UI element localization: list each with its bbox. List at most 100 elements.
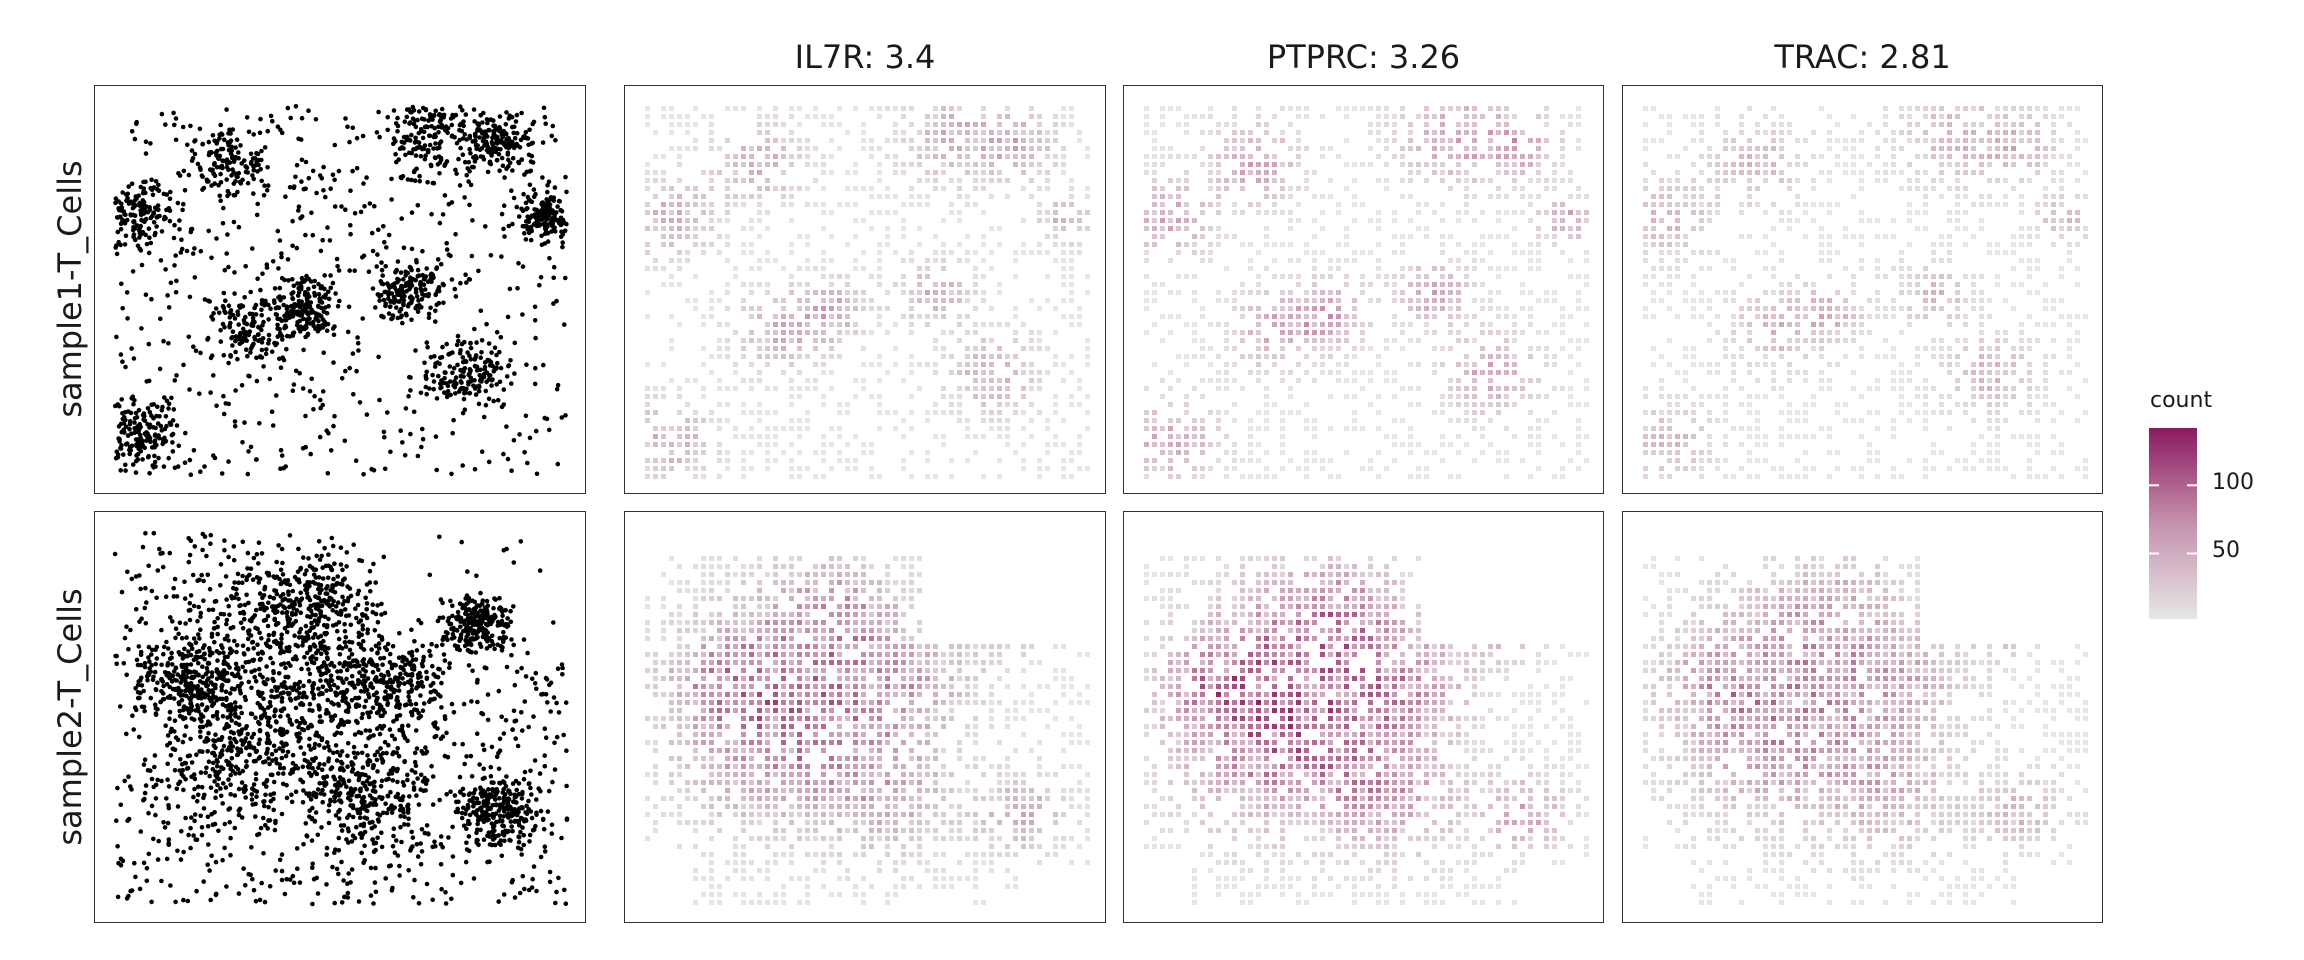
hexbin-cell xyxy=(1528,194,1533,199)
hexbin-cell xyxy=(965,250,970,255)
hexbin-cell xyxy=(1643,178,1648,183)
hexbin-cell xyxy=(1424,474,1429,479)
hexbin-cell xyxy=(1464,202,1469,207)
hexbin-cell xyxy=(829,346,834,351)
hexbin-cell xyxy=(989,306,994,311)
hexbin-cell xyxy=(861,290,866,295)
hexbin-cell xyxy=(1069,202,1074,207)
hexbin-cell xyxy=(1496,218,1501,223)
hexbin-cell xyxy=(1280,346,1285,351)
hexbin-cell xyxy=(1552,202,1557,207)
hexbin-cell xyxy=(645,122,650,127)
hexbin-cell xyxy=(1304,106,1309,111)
cell-point xyxy=(360,316,366,321)
hexbin-cell xyxy=(1512,322,1517,327)
hexbin-cell xyxy=(1979,138,1984,143)
cell-point xyxy=(467,390,472,396)
hexbin-cell xyxy=(1552,298,1557,303)
hexbin-cell xyxy=(797,450,802,455)
cell-point xyxy=(175,464,181,469)
hexbin-cell xyxy=(1264,242,1269,247)
hexbin-cell xyxy=(893,426,898,431)
hexbin-cell xyxy=(1512,146,1517,151)
cell-point xyxy=(441,115,447,120)
hexbin-cell xyxy=(1208,186,1213,191)
hexbin-cell xyxy=(885,234,890,239)
hexbin-cell xyxy=(1144,306,1149,311)
hexbin-cell xyxy=(1021,242,1026,247)
hexbin-cell xyxy=(1152,466,1157,471)
hexbin-cell xyxy=(1216,242,1221,247)
cell-point xyxy=(542,220,548,226)
hexbin-cell xyxy=(1192,234,1197,239)
cell-point xyxy=(420,249,425,254)
hexbin-cell xyxy=(685,114,690,119)
cell-point xyxy=(414,303,420,309)
cell-point xyxy=(304,273,309,279)
hexbin-cell xyxy=(981,130,986,135)
cell-point xyxy=(416,109,422,114)
cell-point xyxy=(132,416,138,421)
hexbin-cell xyxy=(1448,394,1453,399)
cell-point xyxy=(471,107,477,112)
hexbin-cell xyxy=(1144,106,1149,111)
hexbin-cell xyxy=(1432,114,1437,119)
hexbin-cell xyxy=(1528,218,1533,223)
hexbin-cell xyxy=(973,170,978,175)
cell-point xyxy=(146,434,152,439)
cell-point xyxy=(375,252,380,257)
hexbin-cell xyxy=(701,322,706,327)
hexbin-cell xyxy=(1304,402,1309,407)
hexbin-cell xyxy=(2035,162,2040,167)
legend-gradient xyxy=(2149,428,2197,619)
hexbin-cell xyxy=(2011,146,2016,151)
hexbin-cell xyxy=(813,162,818,167)
hexbin-cell xyxy=(1168,226,1173,231)
hexbin-cell xyxy=(1264,186,1269,191)
hexbin-cell xyxy=(1376,354,1381,359)
hexbin-cell xyxy=(1488,418,1493,423)
hexbin-cell xyxy=(1392,274,1397,279)
hexbin-cell xyxy=(1568,370,1573,375)
cell-point xyxy=(113,403,118,409)
hexbin-cell xyxy=(1021,386,1026,391)
hexbin-cell xyxy=(1045,450,1050,455)
hexbin-cell xyxy=(901,258,906,263)
cell-point xyxy=(282,325,287,331)
hexbin-cell xyxy=(989,154,994,159)
hexbin-cell xyxy=(1304,450,1309,455)
hexbin-cell xyxy=(1472,338,1477,343)
hexbin-cell xyxy=(661,474,666,479)
hexbin-cell xyxy=(661,434,666,439)
cell-point xyxy=(418,390,424,396)
hexbin-cell xyxy=(821,370,826,375)
hexbin-cell xyxy=(1723,162,1728,167)
cell-point xyxy=(332,142,338,148)
cell-point xyxy=(284,306,290,312)
cell-point xyxy=(409,317,414,323)
hexbin-cell xyxy=(997,154,1002,159)
cell-point xyxy=(222,309,227,314)
hexbin-cell xyxy=(821,258,826,263)
hexbin-cell xyxy=(1536,450,1541,455)
hexbin-cell xyxy=(1536,298,1541,303)
hexbin-cell xyxy=(949,202,954,207)
hexbin-cell xyxy=(669,338,674,343)
hexbin-cell xyxy=(1304,290,1309,295)
hexbin-cell xyxy=(1360,466,1365,471)
hexbin-cell xyxy=(1320,274,1325,279)
hexbin-cell xyxy=(933,298,938,303)
hexbin-cell xyxy=(1045,146,1050,151)
cell-point xyxy=(266,332,272,338)
cell-point xyxy=(472,386,478,391)
hexbin-cell xyxy=(981,170,986,175)
hexbin-cell xyxy=(1144,170,1149,175)
cell-point xyxy=(322,273,327,278)
cell-point xyxy=(379,313,384,319)
cell-point xyxy=(221,411,227,417)
hexbin-cell xyxy=(861,330,866,335)
cell-point xyxy=(181,168,187,174)
hexbin-cell xyxy=(1376,242,1381,247)
hexbin-cell xyxy=(757,402,762,407)
hexbin-cell xyxy=(1045,234,1050,239)
